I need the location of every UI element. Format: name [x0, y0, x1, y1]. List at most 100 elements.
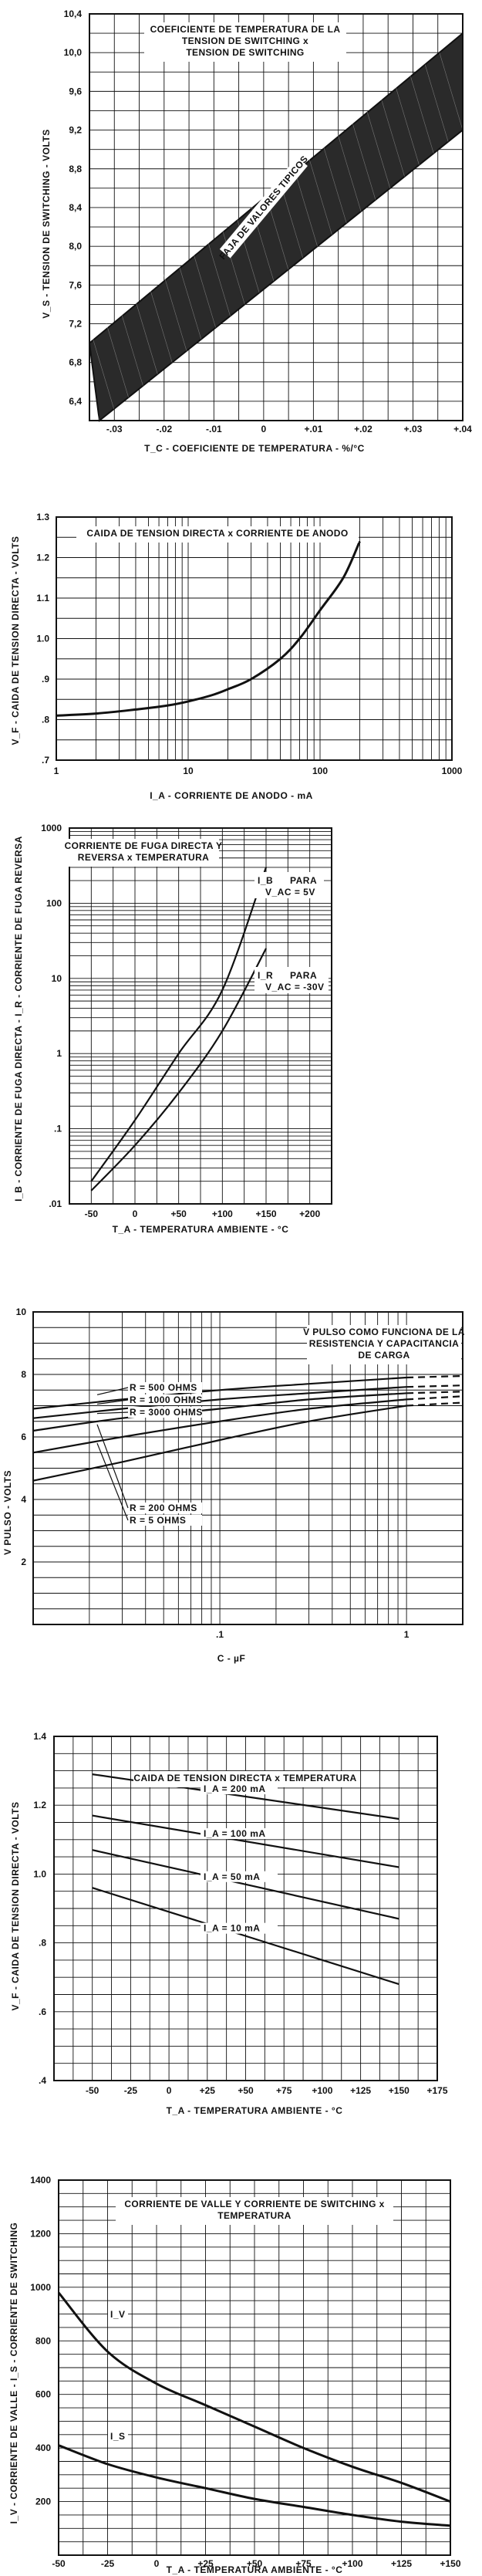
series-annotation: I_A = 10 mA [204, 1923, 260, 1934]
series-line-ia10 [92, 1887, 399, 1986]
x-tick-label: +100 [212, 1209, 233, 1219]
band-hatch-line [352, 122, 376, 201]
y-tick-label: 1.0 [33, 1868, 46, 1879]
y-tick-label: 1.2 [36, 553, 49, 563]
series-line-r5 [32, 1405, 407, 1482]
x-tick-label: +125 [350, 2085, 371, 2096]
y-tick-label: 9,6 [69, 86, 82, 96]
x-tick-label: -.03 [106, 424, 123, 434]
x-tick-label: -.02 [156, 424, 172, 434]
series-line-r500-extrapolated [406, 1374, 463, 1379]
series-line-ia100 [92, 1814, 399, 1868]
y-tick-label: 800 [35, 2335, 51, 2346]
y-tick-label: 6,4 [69, 396, 82, 407]
series-line-ir [90, 948, 267, 1192]
band-hatch-line [424, 64, 449, 142]
y-tick-label: 2 [21, 1557, 26, 1567]
y-tick-label: 8 [21, 1369, 26, 1380]
y-tick-label: 6 [21, 1432, 26, 1442]
title-backdrop [68, 839, 219, 867]
title-backdrop [307, 1325, 461, 1364]
band-hatch-line [439, 52, 463, 130]
x-tick-label: +75 [295, 2558, 312, 2569]
annotation-backdrop [128, 1515, 202, 1526]
annotation-backdrop [128, 1503, 202, 1513]
y-tick-label: 10,4 [64, 8, 83, 19]
x-tick-label: +.01 [305, 424, 323, 434]
y-tick-label: 10 [16, 1307, 27, 1317]
y-tick-label: 1.3 [36, 512, 49, 522]
chart-title: DE CARGA [358, 1350, 410, 1361]
y-tick-label: 100 [46, 898, 62, 908]
series-line-vf [56, 540, 361, 717]
chart-title: CAIDA DE TENSION DIRECTA x TEMPERATURA [133, 1773, 356, 1783]
band-hatch-line [221, 227, 245, 305]
band-hatch-line [105, 319, 129, 397]
x-axis-label: T_C - COEFICIENTE DE TEMPERATURA - %/°C [144, 443, 365, 454]
y-tick-label: 1000 [41, 823, 62, 833]
x-tick-label: -25 [124, 2085, 138, 2096]
x-tick-label: +150 [389, 2085, 410, 2096]
y-tick-label: 1000 [30, 2282, 51, 2293]
x-tick-label: +75 [276, 2085, 292, 2096]
series-line-r1000 [32, 1386, 407, 1419]
series-line-r1000-extrapolated [406, 1384, 463, 1388]
annotation-para: PARA [290, 875, 317, 886]
y-tick-label: 6,8 [69, 357, 82, 368]
x-tick-label: -.01 [206, 424, 222, 434]
band-hatch-line [337, 134, 362, 212]
y-axis-label: I_V - CORRIENTE DE VALLE - I_S - CORRIEN… [8, 2223, 19, 2524]
series-annotation: R = 5 OHMS [130, 1515, 186, 1526]
x-tick-label: 10 [183, 766, 194, 776]
x-tick-label: -25 [101, 2558, 115, 2569]
title-backdrop [144, 22, 346, 62]
series-line-r200 [32, 1398, 407, 1454]
annotation-backdrop [108, 2429, 128, 2442]
title-backdrop [116, 2197, 393, 2225]
y-axis-label: I_B - CORRIENTE DE FUGA DIRECTA - I_R - … [13, 836, 24, 1202]
series-line-r3000 [32, 1392, 407, 1432]
band-label-backdrop [219, 157, 308, 259]
annotation-para: PARA [290, 970, 317, 981]
x-tick-label: +50 [247, 2558, 263, 2569]
series-line-ib [90, 867, 268, 1182]
annotation-backdrop [201, 1828, 278, 1840]
chart-title: V PULSO COMO FUNCIONA DE LA [303, 1327, 465, 1337]
y-tick-label: 8,8 [69, 164, 82, 174]
x-axis-label: I_A - CORRIENTE DE ANODO - mA [150, 790, 313, 801]
chart-forward-voltage-vs-temperature: CAIDA DE TENSION DIRECTA x TEMPERATURA I_… [10, 1731, 448, 2116]
band-hatch-line [133, 296, 158, 374]
band-hatch-line [120, 308, 143, 386]
annotation-ib: I_B [258, 875, 273, 886]
y-tick-label: 10 [52, 973, 62, 984]
title-backdrop [76, 526, 359, 543]
x-tick-label: +.04 [453, 424, 472, 434]
chart-title: COEFICIENTE DE TEMPERATURA DE LA [150, 24, 341, 35]
series-line-ia50 [92, 1849, 399, 1920]
y-tick-label: 200 [35, 2497, 51, 2507]
y-tick-label: .1 [54, 1124, 62, 1134]
x-tick-label: +50 [170, 1209, 187, 1219]
x-tick-label: +125 [391, 2558, 412, 2569]
series-annotation: R = 3000 OHMS [130, 1407, 203, 1418]
y-tick-label: 1 [56, 1048, 62, 1059]
y-tick-label: 1.1 [36, 593, 49, 603]
x-axis-label: T_A - TEMPERATURA AMBIENTE - °C [113, 1224, 289, 1235]
y-tick-label: 7,6 [69, 279, 82, 290]
x-tick-label: +25 [197, 2558, 214, 2569]
annotation-leader [96, 1442, 129, 1521]
x-axis-label: T_A - TEMPERATURA AMBIENTE - °C [167, 2105, 343, 2116]
band-hatch-line [148, 285, 173, 363]
y-tick-label: 9,2 [69, 125, 82, 136]
series-line-r3000-extrapolated [406, 1391, 463, 1394]
band-hatch-line [322, 145, 347, 224]
x-axis-label: T_A - TEMPERATURA AMBIENTE - °C [167, 2564, 343, 2575]
y-tick-label: 400 [35, 2442, 51, 2453]
chart-title: CORRIENTE DE FUGA DIRECTA Y [65, 840, 223, 851]
x-tick-label: 100 [312, 766, 328, 776]
band-hatch-line [192, 250, 216, 328]
y-tick-label: .6 [39, 2006, 46, 2017]
x-tick-label: 0 [133, 1209, 138, 1219]
y-tick-label: 4 [21, 1494, 26, 1505]
